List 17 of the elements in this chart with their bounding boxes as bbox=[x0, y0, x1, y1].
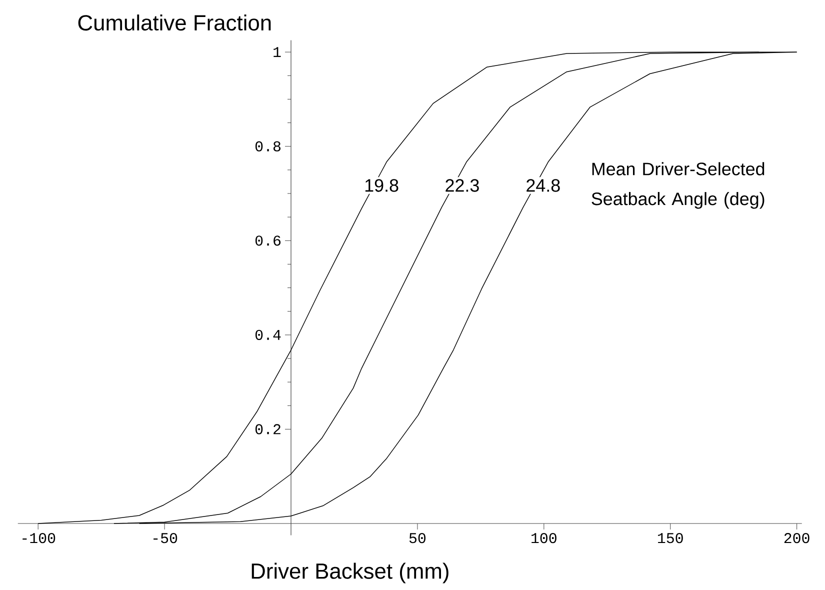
annotation: 19.8 bbox=[365, 179, 398, 192]
x-tick-label: 200 bbox=[784, 533, 810, 544]
annotation: 22.3 bbox=[446, 179, 479, 192]
x-tick-label: 50 bbox=[409, 533, 426, 544]
y-axis-title: Cumulative Fraction bbox=[78, 14, 271, 31]
x-tick-label: -50 bbox=[154, 533, 178, 544]
x-tick-label: 100 bbox=[532, 533, 556, 544]
y-tick-label: 1 bbox=[274, 47, 281, 57]
annotation: 24.8 bbox=[526, 179, 560, 192]
y-tick-label: 0.4 bbox=[255, 330, 281, 340]
x-tick-label: 150 bbox=[658, 533, 683, 544]
x-tick-label: -100 bbox=[22, 533, 56, 544]
annotation: Mean Driver-Selected Seatback Angle (deg) bbox=[592, 162, 764, 209]
y-tick-label: 0.6 bbox=[255, 236, 281, 246]
y-tick-label: 0.8 bbox=[255, 141, 280, 152]
y-tick-label: 0.2 bbox=[255, 424, 280, 434]
x-axis-title: Driver Backset (mm) bbox=[252, 562, 448, 584]
